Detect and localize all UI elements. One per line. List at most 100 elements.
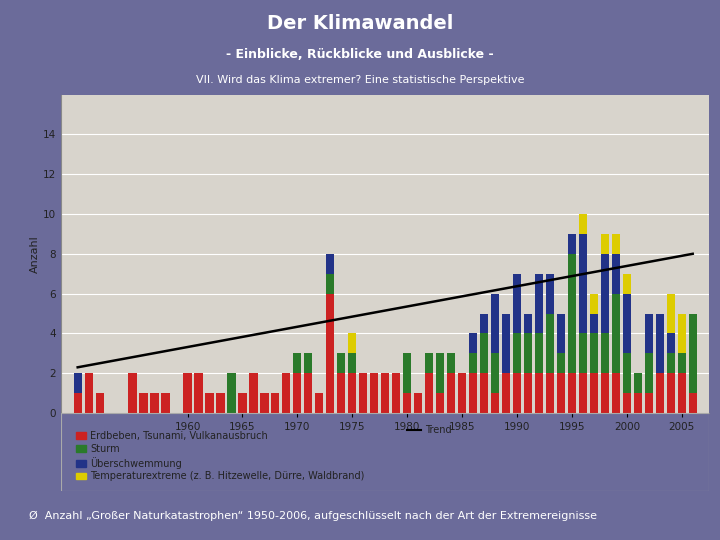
Bar bbox=[557, 353, 565, 373]
Bar bbox=[579, 373, 587, 413]
Bar bbox=[414, 393, 422, 413]
Bar bbox=[326, 254, 334, 274]
Bar bbox=[392, 373, 400, 413]
Bar bbox=[623, 274, 631, 294]
Bar bbox=[425, 353, 433, 373]
Bar bbox=[612, 234, 620, 254]
Bar bbox=[282, 373, 290, 413]
Bar bbox=[600, 333, 609, 373]
Bar bbox=[305, 353, 312, 373]
Bar bbox=[513, 274, 521, 333]
Bar bbox=[579, 333, 587, 373]
Bar bbox=[688, 393, 697, 413]
Bar bbox=[579, 214, 587, 234]
Bar bbox=[293, 353, 302, 373]
Bar bbox=[238, 393, 246, 413]
Bar bbox=[568, 234, 576, 254]
Bar bbox=[161, 393, 170, 413]
Bar bbox=[644, 393, 653, 413]
Bar bbox=[403, 393, 411, 413]
Bar bbox=[359, 373, 367, 413]
Bar bbox=[458, 373, 466, 413]
Bar bbox=[590, 373, 598, 413]
Bar bbox=[546, 373, 554, 413]
Bar bbox=[644, 353, 653, 393]
Bar bbox=[623, 353, 631, 393]
Bar bbox=[337, 353, 346, 373]
Bar bbox=[513, 373, 521, 413]
Bar bbox=[502, 373, 510, 413]
Bar bbox=[381, 373, 390, 413]
Bar bbox=[590, 314, 598, 333]
Bar bbox=[634, 393, 642, 413]
Bar bbox=[557, 314, 565, 353]
Bar bbox=[326, 294, 334, 413]
Bar bbox=[524, 314, 532, 333]
Bar bbox=[623, 393, 631, 413]
Bar bbox=[315, 393, 323, 413]
Bar bbox=[480, 314, 488, 333]
Bar bbox=[271, 393, 279, 413]
Bar bbox=[348, 333, 356, 353]
Bar bbox=[73, 393, 82, 413]
Bar bbox=[678, 314, 686, 353]
Bar bbox=[678, 373, 686, 413]
Bar bbox=[502, 314, 510, 373]
Bar bbox=[688, 314, 697, 393]
Text: Der Klimawandel: Der Klimawandel bbox=[267, 14, 453, 33]
Bar bbox=[73, 373, 82, 393]
Bar bbox=[469, 333, 477, 353]
Bar bbox=[600, 234, 609, 254]
Bar bbox=[568, 373, 576, 413]
Bar bbox=[249, 373, 258, 413]
Bar bbox=[557, 373, 565, 413]
Bar bbox=[667, 373, 675, 413]
Bar bbox=[612, 294, 620, 373]
Y-axis label: Anzahl: Anzahl bbox=[30, 235, 40, 273]
Bar bbox=[546, 314, 554, 373]
Text: - Einblicke, Rückblicke und Ausblicke -: - Einblicke, Rückblicke und Ausblicke - bbox=[226, 48, 494, 62]
Bar bbox=[656, 373, 664, 413]
Text: VII. Wird das Klima extremer? Eine statistische Perspektive: VII. Wird das Klima extremer? Eine stati… bbox=[196, 75, 524, 85]
Legend: Trend: Trend bbox=[403, 421, 456, 439]
Bar bbox=[678, 353, 686, 373]
Bar bbox=[491, 393, 499, 413]
Bar bbox=[623, 294, 631, 353]
Bar bbox=[513, 333, 521, 373]
Bar bbox=[447, 353, 455, 373]
Bar bbox=[337, 373, 346, 413]
Bar bbox=[184, 373, 192, 413]
Bar bbox=[480, 373, 488, 413]
Bar bbox=[535, 373, 543, 413]
Bar bbox=[667, 353, 675, 373]
Bar bbox=[436, 393, 444, 413]
Bar bbox=[205, 393, 214, 413]
Bar bbox=[579, 234, 587, 333]
Bar bbox=[524, 373, 532, 413]
Bar bbox=[150, 393, 158, 413]
Bar bbox=[260, 393, 269, 413]
Bar bbox=[590, 294, 598, 314]
Bar bbox=[348, 373, 356, 413]
Bar bbox=[140, 393, 148, 413]
Bar bbox=[348, 353, 356, 373]
Bar bbox=[293, 373, 302, 413]
Bar bbox=[644, 314, 653, 353]
Bar bbox=[590, 333, 598, 373]
Bar bbox=[667, 333, 675, 353]
Bar bbox=[480, 333, 488, 373]
Bar bbox=[491, 353, 499, 393]
Bar bbox=[84, 373, 93, 413]
Bar bbox=[128, 373, 137, 413]
Bar bbox=[305, 373, 312, 413]
Bar bbox=[546, 274, 554, 314]
Bar bbox=[194, 373, 202, 413]
Bar bbox=[568, 254, 576, 373]
Bar bbox=[228, 373, 235, 413]
Bar bbox=[436, 353, 444, 393]
Bar bbox=[656, 314, 664, 373]
Bar bbox=[326, 274, 334, 294]
Bar bbox=[600, 254, 609, 333]
Bar bbox=[612, 373, 620, 413]
Bar bbox=[491, 294, 499, 353]
